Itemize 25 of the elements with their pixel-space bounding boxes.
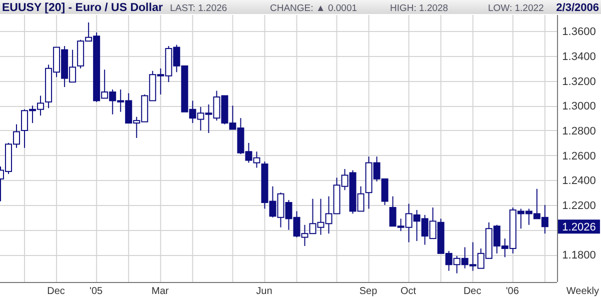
annotation: 1.2026 — [562, 222, 596, 234]
y-tick-label: 1.1800 — [562, 250, 596, 262]
x-tick-label: Jun — [256, 286, 272, 297]
y-tick-label: 1.2400 — [562, 175, 596, 188]
text: LAST: 1.2026 — [170, 3, 228, 14]
y-tick-label: 1.3000 — [562, 100, 596, 113]
y-tick-label: 1.3200 — [562, 76, 596, 88]
x-tick-label: '06 — [506, 286, 520, 297]
text: Weekly — [566, 286, 599, 297]
text: LOW: 1.2022 — [488, 3, 544, 14]
x-tick-label: Oct — [400, 286, 416, 297]
x-tick-label: Dec — [47, 286, 65, 297]
y-tick-label: 1.3400 — [562, 50, 596, 63]
y-tick-label: 1.2800 — [562, 125, 596, 138]
x-tick-label: '05 — [90, 286, 104, 297]
x-tick-label: Mar — [152, 286, 170, 297]
y-tick-label: 1.2200 — [562, 200, 596, 212]
text: CHANGE: ▲ 0.0001 — [270, 3, 358, 14]
x-tick-label: Dec — [463, 286, 482, 297]
y-tick-label: 1.3600 — [562, 26, 596, 38]
y-tick-label: 1.2600 — [562, 150, 596, 162]
chart-title: EUUSY [20] - Euro / US Dollar — [2, 2, 164, 14]
text: 2/3/2006 — [556, 2, 599, 14]
x-tick-label: Sep — [359, 286, 378, 297]
text: HIGH: 1.2028 — [390, 3, 448, 14]
